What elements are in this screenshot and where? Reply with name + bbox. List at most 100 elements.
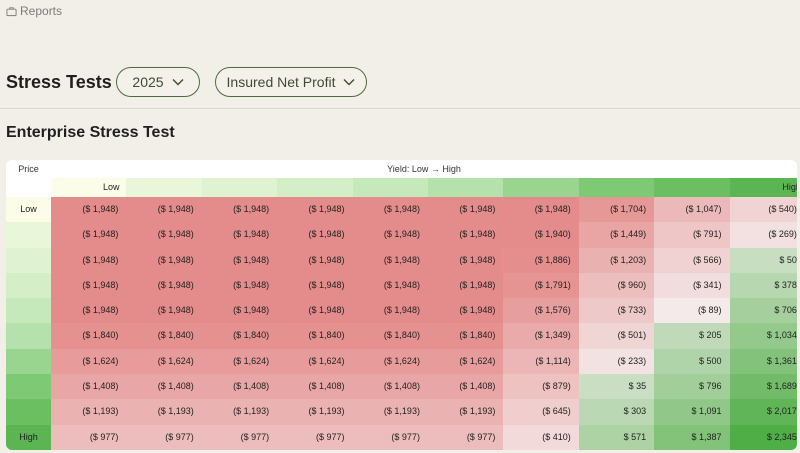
- stress-cell: ($ 1,948): [277, 197, 353, 223]
- stress-cell: ($ 1,948): [51, 197, 127, 223]
- price-row-label: [6, 399, 51, 425]
- stress-cell: ($ 89): [654, 298, 730, 324]
- stress-cell: ($ 960): [578, 272, 655, 299]
- price-row-label: [6, 272, 51, 299]
- stress-cell: ($ 1,940): [503, 222, 579, 248]
- stress-cell: ($ 501): [578, 323, 655, 349]
- yield-header-cell: [503, 178, 579, 197]
- breadcrumb[interactable]: Reports: [6, 4, 62, 18]
- yield-header-cell: [578, 178, 655, 197]
- stress-cell: ($ 1,948): [126, 197, 202, 223]
- stress-cell: ($ 1,948): [427, 197, 504, 223]
- stress-cell: ($ 1,948): [201, 272, 278, 299]
- stress-cell: ($ 1,624): [277, 348, 353, 375]
- stress-cell: $ 2,017: [729, 399, 797, 425]
- stress-cell: ($ 1,948): [427, 298, 504, 324]
- stress-cell: ($ 1,948): [277, 272, 353, 299]
- page-title: Stress Tests: [6, 71, 112, 92]
- stress-cell: $ 50: [729, 247, 797, 273]
- yield-header-cell: [352, 178, 428, 197]
- stress-cell: ($ 791): [654, 222, 730, 248]
- stress-cell: ($ 1,193): [51, 399, 127, 425]
- yield-header-cell: Low: [51, 178, 127, 197]
- price-row-label: [6, 247, 51, 273]
- year-dropdown[interactable]: 2025: [116, 67, 200, 97]
- chevron-down-icon: [343, 79, 355, 86]
- stress-cell: $ 35: [578, 374, 655, 400]
- yield-header-cell: [277, 178, 353, 197]
- yield-header-cell: [654, 178, 730, 197]
- year-dropdown-value: 2025: [132, 74, 164, 90]
- yield-header-cell: High: [729, 178, 797, 197]
- stress-cell: ($ 540): [729, 197, 797, 223]
- stress-cell: ($ 1,948): [427, 272, 504, 299]
- stress-cell: ($ 1,948): [51, 222, 127, 248]
- stress-cell: ($ 1,948): [503, 197, 579, 223]
- stress-cell: ($ 1,948): [352, 197, 428, 223]
- stress-cell: ($ 1,408): [126, 374, 202, 400]
- stress-cell: ($ 1,948): [427, 247, 504, 273]
- price-row-label: Low: [6, 197, 51, 223]
- metric-dropdown[interactable]: Insured Net Profit: [215, 67, 367, 97]
- stress-cell: ($ 1,408): [427, 374, 504, 400]
- table-row: ($ 1,193) ($ 1,193) ($ 1,193) ($ 1,193) ($ 1…: [51, 399, 797, 425]
- stress-cell: ($ 1,948): [277, 247, 353, 273]
- stress-cell: ($ 1,948): [352, 222, 428, 248]
- stress-cell: ($ 977): [352, 424, 428, 450]
- stress-cell: ($ 1,840): [352, 323, 428, 349]
- table-row: ($ 1,840) ($ 1,840) ($ 1,840) ($ 1,840) ($ 1…: [51, 323, 797, 349]
- stress-cell: ($ 1,624): [427, 348, 504, 375]
- stress-cell: ($ 566): [654, 247, 730, 273]
- stress-cell: ($ 1,624): [352, 348, 428, 375]
- briefcase-icon: [6, 6, 17, 16]
- breadcrumb-reports-link[interactable]: Reports: [20, 4, 63, 18]
- table-row: ($ 1,408) ($ 1,408) ($ 1,408) ($ 1,408) ($ 1…: [51, 374, 797, 400]
- price-column: Low High: [6, 197, 51, 450]
- header-divider: [0, 108, 800, 109]
- stress-cell: ($ 1,948): [352, 272, 428, 299]
- stress-cell: $ 1,387: [654, 424, 730, 450]
- stress-cell: ($ 1,193): [352, 399, 428, 425]
- yield-header-cell: [201, 178, 278, 197]
- stress-cell: ($ 879): [503, 374, 579, 400]
- stress-cell: ($ 410): [503, 424, 579, 450]
- stress-cell: $ 1,689: [729, 374, 797, 400]
- stress-cell: ($ 1,948): [201, 298, 278, 324]
- stress-cell: ($ 1,948): [352, 298, 428, 324]
- stress-cell: ($ 977): [51, 424, 127, 450]
- stress-cell: ($ 1,840): [427, 323, 504, 349]
- stress-cell: ($ 233): [578, 348, 655, 375]
- yield-header-cell: [427, 178, 504, 197]
- table-row: ($ 1,948) ($ 1,948) ($ 1,948) ($ 1,948) ($ 1…: [51, 298, 797, 324]
- stress-cell: ($ 1,948): [126, 222, 202, 248]
- price-row-label: [6, 222, 51, 248]
- stress-cell: ($ 977): [126, 424, 202, 450]
- stress-cell: ($ 977): [277, 424, 353, 450]
- stress-cell: ($ 977): [427, 424, 504, 450]
- chevron-down-icon: [172, 79, 184, 86]
- stress-cell: ($ 1,948): [201, 197, 278, 223]
- stress-cell: ($ 1,624): [201, 348, 278, 375]
- stress-cell: ($ 1,408): [201, 374, 278, 400]
- price-row-label: [6, 374, 51, 400]
- stress-cell: ($ 1,948): [201, 222, 278, 248]
- price-axis-label: Price: [18, 164, 39, 174]
- stress-cell: ($ 1,624): [126, 348, 202, 375]
- table-row: ($ 1,948) ($ 1,948) ($ 1,948) ($ 1,948) ($ 1…: [51, 197, 797, 223]
- stress-cell: ($ 341): [654, 272, 730, 299]
- stress-cell: $ 303: [578, 399, 655, 425]
- price-row-label: High: [6, 424, 51, 450]
- stress-cell: ($ 269): [729, 222, 797, 248]
- stress-cell: $ 796: [654, 374, 730, 400]
- stress-cell: ($ 1,948): [201, 247, 278, 273]
- stress-cell: ($ 1,840): [201, 323, 278, 349]
- stress-cell: ($ 1,624): [51, 348, 127, 375]
- stress-cell: $ 571: [578, 424, 655, 450]
- stress-cell: ($ 1,948): [277, 298, 353, 324]
- stress-cell: ($ 1,576): [503, 298, 579, 324]
- stress-cell: ($ 1,193): [277, 399, 353, 425]
- stress-cell: ($ 1,948): [126, 272, 202, 299]
- stress-cell: ($ 1,840): [51, 323, 127, 349]
- stress-cell: ($ 1,193): [201, 399, 278, 425]
- metric-dropdown-value: Insured Net Profit: [226, 74, 336, 90]
